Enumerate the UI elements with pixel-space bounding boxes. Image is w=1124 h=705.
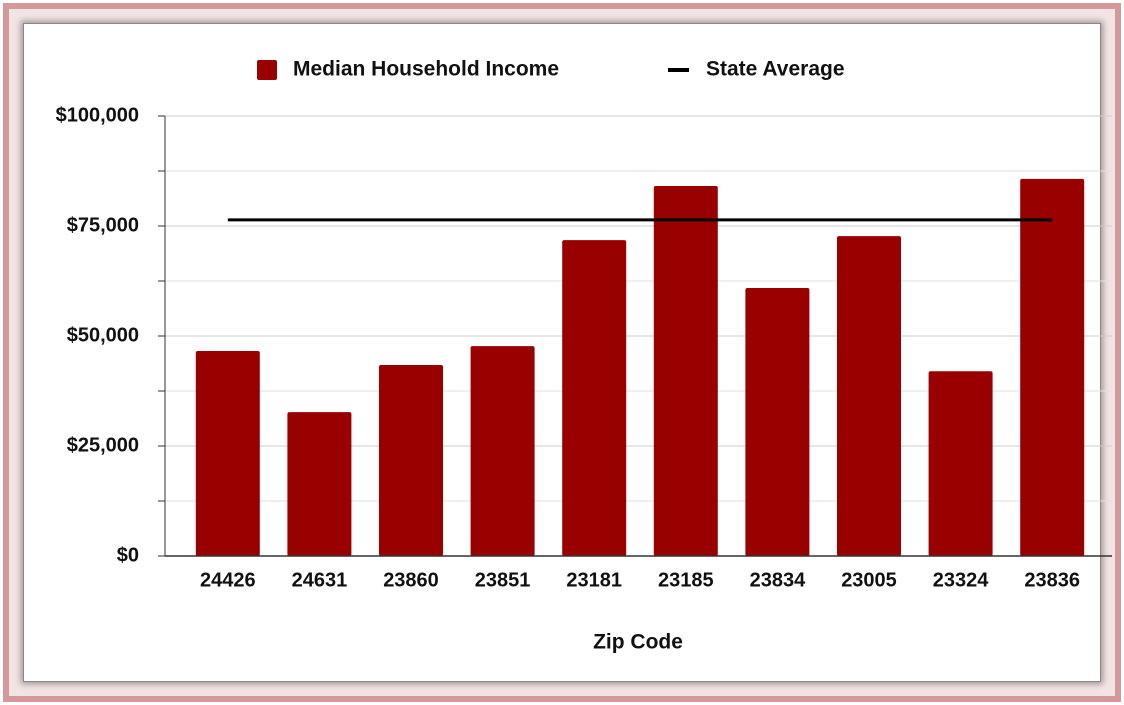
bar: [1020, 178, 1085, 557]
x-tick-label: 23005: [841, 569, 897, 591]
x-tick-label: 24426: [200, 569, 256, 591]
x-tick-label: 24631: [292, 569, 348, 591]
bar: [287, 412, 352, 556]
x-tick-label: 23851: [475, 569, 531, 591]
bar: [562, 240, 627, 556]
bar: [745, 288, 810, 556]
y-tick-label: $100,000: [56, 104, 139, 126]
bar: [470, 346, 535, 556]
x-tick-label: 23860: [383, 569, 439, 591]
bar: [928, 371, 993, 556]
legend-label: Median Household Income: [293, 58, 559, 81]
legend-swatch: [257, 60, 277, 80]
bar: [379, 365, 443, 556]
bar: [653, 185, 718, 556]
x-tick-label: 23181: [566, 569, 622, 591]
y-tick-label: $75,000: [67, 214, 139, 236]
x-tick-label: 23185: [658, 569, 714, 591]
x-tick-label: 23836: [1024, 569, 1080, 591]
bar: [837, 236, 901, 556]
frame: [3, 3, 1121, 702]
y-tick-label: $0: [117, 544, 139, 566]
y-tick-label: $50,000: [67, 324, 139, 346]
x-tick-label: 23324: [933, 569, 989, 591]
legend-label: State Average: [706, 58, 845, 81]
x-tick-label: 23834: [750, 569, 806, 591]
x-axis-title: Zip Code: [593, 631, 683, 654]
y-tick-label: $25,000: [67, 434, 139, 456]
bar: [195, 350, 260, 556]
